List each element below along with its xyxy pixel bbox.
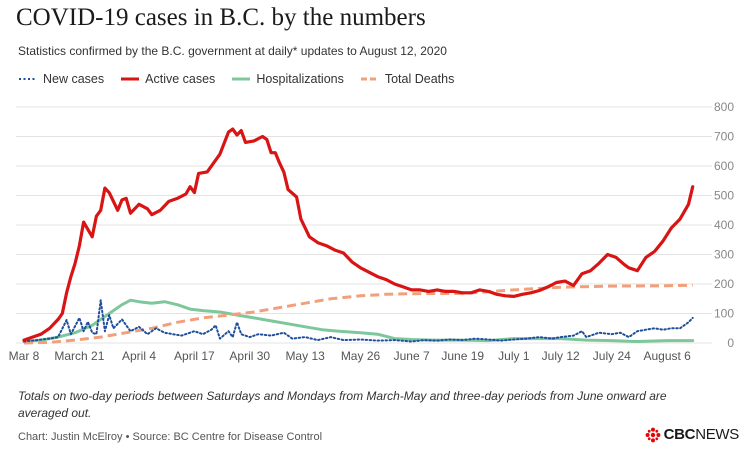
- x-tick-label: June 7: [394, 349, 430, 363]
- legend-item-active-cases: Active cases: [120, 72, 215, 86]
- legend: New cases Active cases Hospitalizations …: [18, 72, 470, 86]
- y-tick-label: 600: [714, 159, 734, 173]
- legend-swatch-total-deaths: [360, 77, 379, 81]
- legend-swatch-hospitalizations: [232, 77, 251, 81]
- x-axis-ticks: Mar 8 March 21 April 4 April 17 April 30 May …: [9, 349, 692, 363]
- source-credit: Chart: Justin McElroy • Source: BC Centr…: [18, 431, 323, 443]
- series-lines: [22, 127, 695, 345]
- series-line-active-cases: [22, 127, 695, 342]
- grid-lines: [16, 106, 712, 344]
- y-tick-label: 200: [714, 277, 734, 291]
- series-line-hospitalizations: [22, 298, 695, 343]
- legend-label-hospitalizations: Hospitalizations: [256, 72, 344, 86]
- y-tick-label: 0: [727, 336, 734, 350]
- x-tick-label: August 6: [643, 349, 691, 363]
- x-tick-label: March 21: [54, 349, 104, 363]
- legend-item-hospitalizations: Hospitalizations: [231, 72, 344, 86]
- legend-item-total-deaths: Total Deaths: [360, 72, 454, 86]
- cbc-gem-icon: [645, 427, 660, 442]
- y-tick-label: 700: [714, 130, 734, 144]
- x-tick-label: July 1: [498, 349, 530, 363]
- x-tick-label: July 12: [542, 349, 580, 363]
- x-tick-label: June 19: [441, 349, 484, 363]
- logo-wordmark: CBCNEWS: [663, 426, 740, 443]
- footnote: Totals on two-day periods between Saturd…: [18, 389, 667, 420]
- series-line-new-cases: [23, 299, 694, 343]
- x-tick-label: May 26: [341, 349, 381, 363]
- y-tick-label: 800: [714, 100, 734, 114]
- y-axis-ticks: 0 100 200 300 400 500 600 700 800: [714, 100, 734, 350]
- y-tick-label: 100: [714, 307, 734, 321]
- x-tick-label: April 30: [229, 349, 270, 363]
- chart-subtitle: Statistics confirmed by the B.C. governm…: [18, 44, 447, 58]
- x-tick-label: May 13: [285, 349, 325, 363]
- y-tick-label: 300: [714, 248, 734, 262]
- legend-item-new-cases: New cases: [18, 72, 104, 86]
- cbc-news-logo: CBCNEWS: [645, 426, 739, 443]
- legend-label-new-cases: New cases: [43, 72, 105, 86]
- y-tick-label: 400: [714, 218, 734, 232]
- legend-label-total-deaths: Total Deaths: [384, 72, 455, 86]
- y-tick-label: 500: [714, 189, 734, 203]
- x-tick-label: April 4: [122, 349, 156, 363]
- legend-swatch-new-cases: [19, 78, 37, 80]
- series-line-total-deaths: [23, 283, 693, 345]
- legend-label-active-cases: Active cases: [145, 72, 216, 86]
- x-tick-label: July 24: [593, 349, 631, 363]
- legend-swatch-active-cases: [121, 77, 140, 81]
- chart-title: COVID-19 cases in B.C. by the numbers: [16, 4, 426, 31]
- chart-plot: 0 100 200 300 400 500 600 700 800 Mar 8 March 21 A…: [9, 100, 735, 363]
- logo-news: NEWS: [695, 426, 739, 443]
- x-tick-label: April 17: [174, 349, 215, 363]
- logo-cbc: CBC: [663, 426, 696, 443]
- x-tick-label: Mar 8: [9, 349, 40, 363]
